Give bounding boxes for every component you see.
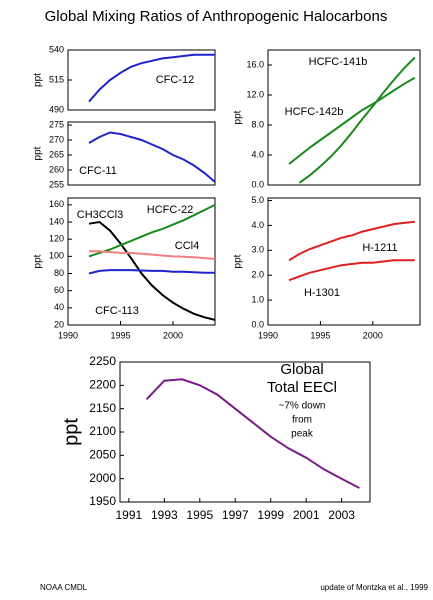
- y-tick-label: 0.0: [251, 319, 264, 329]
- y-tick-label: 5.0: [251, 195, 264, 205]
- y-tick-label: 270: [49, 134, 64, 144]
- y-tick-label: 2100: [89, 424, 116, 438]
- y-tick-label: 60: [54, 285, 64, 295]
- y-tick-label: 265: [49, 149, 64, 159]
- series-line: [298, 56, 416, 184]
- y-tick-label: 140: [49, 216, 64, 226]
- series-label: H-1301: [304, 287, 340, 299]
- y-tick-label: 8.0: [251, 119, 264, 129]
- plot-frame: [267, 49, 421, 186]
- series-label: HCFC-141b: [309, 56, 368, 68]
- series-label: HCFC-142b: [285, 106, 344, 118]
- y-axis-label: ppt: [233, 110, 244, 124]
- x-tick-label: 1999: [257, 508, 284, 522]
- y-tick-label: 275: [49, 119, 64, 129]
- y-tick-label: 2050: [89, 448, 116, 462]
- series-line: [88, 53, 215, 103]
- y-tick-label: 2150: [89, 401, 116, 415]
- series-line: [88, 131, 216, 183]
- y-tick-label: 2200: [89, 378, 116, 392]
- plot-frame: [67, 197, 216, 326]
- x-tick-label: 1995: [186, 508, 213, 522]
- y-tick-label: 12.0: [246, 89, 264, 99]
- y-tick-label: 540: [49, 44, 64, 54]
- series-label: CFC-12: [156, 74, 195, 86]
- series-label: CCl4: [175, 240, 199, 252]
- series-line: [145, 378, 360, 489]
- series-line: [288, 76, 416, 165]
- series-line: [288, 259, 415, 282]
- x-tick-label: 1995: [110, 330, 130, 340]
- y-tick-label: 20: [54, 319, 64, 329]
- y-tick-label: 1.0: [251, 294, 264, 304]
- annotation: ~7% down: [279, 401, 326, 412]
- series-line: [88, 269, 215, 275]
- y-tick-label: 490: [49, 104, 64, 114]
- x-tick-label: 1997: [222, 508, 249, 522]
- y-axis-label: ppt: [60, 418, 82, 446]
- y-axis-label: ppt: [33, 254, 44, 268]
- y-tick-label: 515: [49, 74, 64, 84]
- x-tick-label: 2001: [293, 508, 320, 522]
- y-tick-label: 3.0: [251, 245, 264, 255]
- annotation: Global: [280, 361, 323, 378]
- annotation: peak: [291, 429, 314, 440]
- series-label: CFC-11: [79, 165, 117, 177]
- plot-frame: [267, 197, 421, 326]
- annotation: Total EECl: [267, 379, 337, 396]
- annotation: from: [292, 415, 312, 426]
- x-tick-label: 2000: [363, 330, 383, 340]
- series-line: [88, 220, 216, 321]
- footer-right: update of Montzka et al., 1999: [320, 583, 428, 592]
- y-tick-label: 2.0: [251, 270, 264, 280]
- y-tick-label: 120: [49, 234, 64, 244]
- figure-title: Global Mixing Ratios of Anthropogenic Ha…: [45, 8, 388, 25]
- y-tick-label: 4.0: [251, 149, 264, 159]
- plot-frame: [67, 121, 216, 186]
- y-tick-label: 4.0: [251, 220, 264, 230]
- y-tick-label: 260: [49, 164, 64, 174]
- x-tick-label: 1993: [151, 508, 178, 522]
- series-line: [89, 250, 216, 260]
- series-label: CH3CCl3: [77, 209, 123, 221]
- footer-left: NOAA CMDL: [40, 583, 88, 592]
- x-tick-label: 2003: [328, 508, 355, 522]
- x-tick-label: 1990: [258, 330, 278, 340]
- y-tick-label: 40: [54, 302, 64, 312]
- series-line: [88, 204, 216, 258]
- y-tick-label: 1950: [89, 494, 116, 508]
- y-tick-label: 255: [49, 179, 64, 189]
- y-tick-label: 100: [49, 251, 64, 261]
- y-axis-label: ppt: [233, 254, 244, 268]
- series-label: CFC-113: [95, 305, 139, 317]
- series-label: HCFC-22: [147, 204, 193, 216]
- y-tick-label: 0.0: [251, 179, 264, 189]
- x-tick-label: 1990: [58, 330, 78, 340]
- x-tick-label: 2000: [163, 330, 183, 340]
- y-tick-label: 80: [54, 268, 64, 278]
- y-axis-label: ppt: [33, 73, 44, 87]
- y-tick-label: 2250: [89, 354, 116, 368]
- y-tick-label: 16.0: [246, 59, 264, 69]
- x-tick-label: 1995: [310, 330, 330, 340]
- y-tick-label: 2000: [89, 471, 116, 485]
- series-line: [288, 220, 415, 262]
- y-tick-label: 160: [49, 199, 64, 209]
- x-tick-label: 1991: [116, 508, 143, 522]
- series-label: H-1211: [362, 242, 397, 254]
- y-axis-label: ppt: [33, 146, 44, 160]
